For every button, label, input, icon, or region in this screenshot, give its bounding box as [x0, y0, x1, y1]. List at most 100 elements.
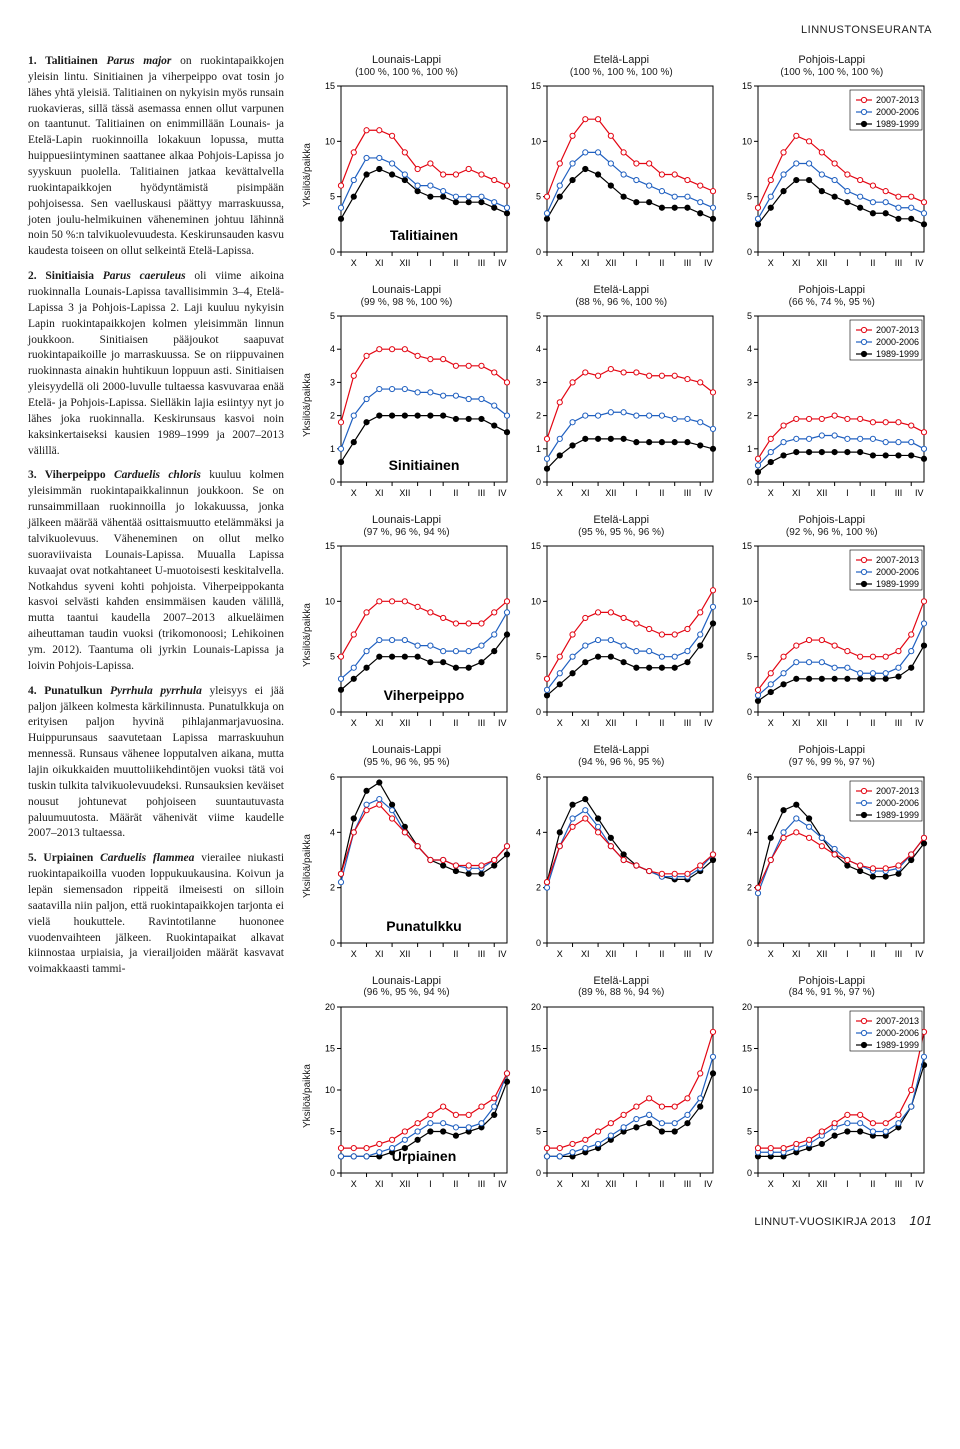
svg-text:0: 0 [330, 707, 335, 717]
svg-text:10: 10 [741, 136, 751, 146]
svg-text:XII: XII [399, 1179, 410, 1189]
svg-text:Urpiainen: Urpiainen [392, 1148, 457, 1164]
svg-text:1: 1 [536, 444, 541, 454]
chart-panel: Pohjois-Lappi(92 %, 96 %, 100 %)051015XX… [732, 514, 933, 730]
svg-text:XII: XII [605, 488, 616, 498]
svg-text:X: X [351, 1179, 357, 1189]
species-scientific: Pyrrhula pyrrhula [110, 685, 202, 697]
svg-text:IV: IV [914, 718, 923, 728]
svg-text:X: X [351, 488, 357, 498]
paragraph-lead: 3. Viherpeippo [28, 469, 114, 481]
chart-panel: Etelä-Lappi(89 %, 88 %, 94 %)05101520XXI… [521, 975, 722, 1191]
svg-text:1989-1999: 1989-1999 [876, 1040, 919, 1050]
svg-text:15: 15 [325, 541, 335, 551]
paragraph-body: vierailee niukasti ruokintapaikoilla vuo… [28, 852, 284, 975]
svg-text:0: 0 [536, 938, 541, 948]
svg-text:IV: IV [498, 1179, 507, 1189]
paragraph-lead: 5. Urpiainen [28, 852, 100, 864]
svg-text:0: 0 [746, 938, 751, 948]
svg-text:1989-1999: 1989-1999 [876, 349, 919, 359]
svg-text:XI: XI [581, 949, 590, 959]
y-axis-label: Yksilöä/paikka [302, 771, 313, 961]
paragraph-lead: 2. Sinitiaisia [28, 270, 103, 282]
y-axis-label: Yksilöä/paikka [302, 1001, 313, 1191]
chart-panel: Lounais-Lappi(100 %, 100 %, 100 %)Yksilö… [302, 54, 511, 270]
svg-text:XII: XII [816, 258, 827, 268]
svg-text:XI: XI [792, 488, 801, 498]
svg-text:IV: IV [498, 488, 507, 498]
svg-text:II: II [659, 1179, 664, 1189]
svg-text:5: 5 [536, 192, 541, 202]
svg-text:X: X [351, 718, 357, 728]
svg-text:II: II [659, 949, 664, 959]
svg-text:X: X [557, 949, 563, 959]
svg-text:IV: IV [914, 1179, 923, 1189]
chart-title: Etelä-Lappi(100 %, 100 %, 100 %) [521, 54, 722, 78]
svg-text:I: I [846, 258, 849, 268]
chart-panel: Etelä-Lappi(100 %, 100 %, 100 %)051015XX… [521, 54, 722, 270]
svg-text:I: I [846, 1179, 849, 1189]
svg-text:5: 5 [746, 311, 751, 321]
svg-text:0: 0 [746, 477, 751, 487]
svg-text:I: I [429, 718, 432, 728]
paragraph-body: oli viime aikoina ruokinnalla Lounais-La… [28, 270, 284, 456]
svg-text:5: 5 [746, 192, 751, 202]
chart-title: Etelä-Lappi(89 %, 88 %, 94 %) [521, 975, 722, 999]
svg-text:XI: XI [581, 1179, 590, 1189]
svg-text:III: III [684, 488, 692, 498]
svg-text:20: 20 [325, 1002, 335, 1012]
svg-text:IV: IV [498, 718, 507, 728]
svg-text:IV: IV [704, 1179, 713, 1189]
svg-text:2007-2013: 2007-2013 [876, 95, 919, 105]
svg-text:IV: IV [704, 949, 713, 959]
svg-text:X: X [767, 488, 773, 498]
svg-text:4: 4 [746, 344, 751, 354]
section-header: LINNUSTONSEURANTA [28, 24, 932, 36]
chart-title: Lounais-Lappi(95 %, 96 %, 95 %) [302, 744, 511, 768]
chart-panel: Pohjois-Lappi(100 %, 100 %, 100 %)051015… [732, 54, 933, 270]
y-axis-label: Yksilöä/paikka [302, 540, 313, 730]
svg-text:0: 0 [746, 247, 751, 257]
svg-text:2000-2006: 2000-2006 [876, 798, 919, 808]
svg-text:I: I [846, 488, 849, 498]
svg-text:4: 4 [330, 827, 335, 837]
svg-text:15: 15 [741, 1043, 751, 1053]
svg-text:10: 10 [741, 597, 751, 607]
svg-text:2: 2 [746, 411, 751, 421]
svg-text:10: 10 [531, 136, 541, 146]
paragraph: 3. Viherpeippo Carduelis chloris kuuluu … [28, 468, 284, 674]
svg-text:III: III [478, 258, 486, 268]
chart-title: Etelä-Lappi(94 %, 96 %, 95 %) [521, 744, 722, 768]
species-scientific: Parus major [106, 55, 171, 67]
chart-title: Pohjois-Lappi(97 %, 99 %, 97 %) [732, 744, 933, 768]
svg-text:III: III [894, 718, 902, 728]
svg-text:10: 10 [531, 1085, 541, 1095]
svg-text:XI: XI [375, 488, 384, 498]
svg-text:15: 15 [531, 81, 541, 91]
paragraph-body: kuuluu kolmen yleisimmän ruokintapaikkal… [28, 469, 284, 671]
svg-text:III: III [684, 258, 692, 268]
svg-text:III: III [684, 949, 692, 959]
svg-text:III: III [894, 1179, 902, 1189]
svg-text:1989-1999: 1989-1999 [876, 119, 919, 129]
y-axis-label: Yksilöä/paikka [302, 80, 313, 270]
svg-text:IV: IV [914, 949, 923, 959]
svg-text:XII: XII [605, 1179, 616, 1189]
chart-title: Lounais-Lappi(97 %, 96 %, 94 %) [302, 514, 511, 538]
svg-text:0: 0 [330, 1168, 335, 1178]
svg-text:0: 0 [536, 1168, 541, 1178]
svg-text:III: III [684, 1179, 692, 1189]
svg-text:5: 5 [330, 192, 335, 202]
svg-text:I: I [846, 949, 849, 959]
svg-text:15: 15 [741, 81, 751, 91]
svg-text:2007-2013: 2007-2013 [876, 555, 919, 565]
svg-text:I: I [635, 1179, 638, 1189]
species-scientific: Carduelis chloris [114, 469, 201, 481]
svg-text:Sinitiainen: Sinitiainen [389, 457, 460, 473]
svg-text:II: II [659, 718, 664, 728]
svg-text:XII: XII [399, 258, 410, 268]
svg-text:X: X [557, 488, 563, 498]
svg-text:2007-2013: 2007-2013 [876, 325, 919, 335]
svg-text:5: 5 [746, 1126, 751, 1136]
svg-text:IV: IV [498, 949, 507, 959]
